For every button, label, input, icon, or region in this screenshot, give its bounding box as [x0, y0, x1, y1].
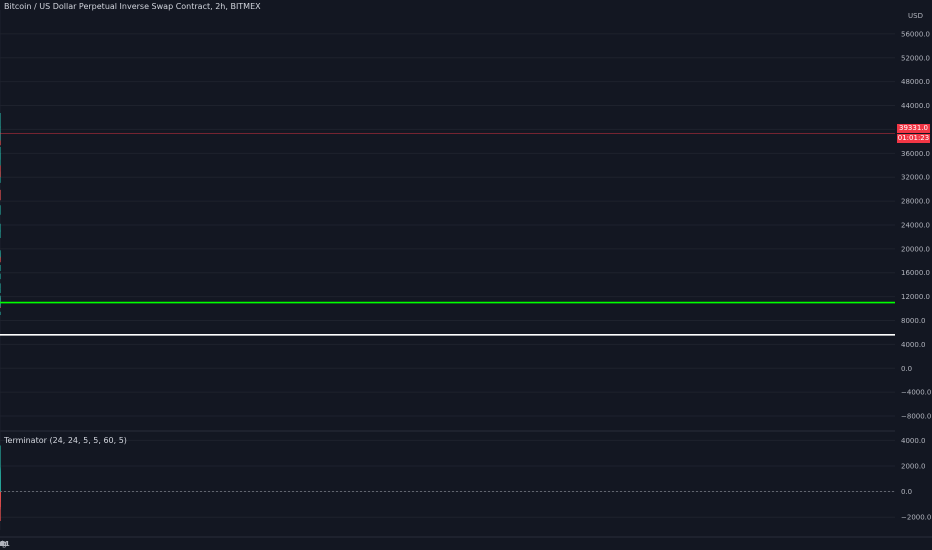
indicator-tick-label: 4000.0	[901, 437, 926, 445]
price-axis[interactable]: 56000.052000.048000.044000.040000.036000…	[901, 30, 931, 420]
indicator-title[interactable]: Terminator (24, 24, 5, 5, 60, 5)	[4, 436, 127, 445]
time-tick-label: 2021	[0, 540, 10, 548]
grid-lines	[0, 10, 932, 538]
time-tick-label: 18	[0, 540, 4, 548]
price-tick-label: 16000.0	[901, 269, 930, 277]
time-tick-label: Nov	[0, 540, 7, 548]
price-tick-label: 12000.0	[901, 293, 930, 301]
price-tick-label: 24000.0	[901, 221, 930, 229]
indicator-pane[interactable]	[0, 445, 895, 522]
time-tick-label: Sep	[0, 540, 7, 548]
countdown-badge: 01:01:23	[897, 134, 930, 143]
indicator-tick-label: 2000.0	[901, 463, 926, 471]
price-tick-label: 8000.0	[901, 317, 926, 325]
price-pane[interactable]	[0, 113, 895, 336]
time-tick-label: Oct	[0, 540, 6, 548]
price-tick-label: 20000.0	[901, 245, 930, 253]
currency-label: USD	[908, 12, 923, 20]
price-tick-label: 48000.0	[901, 78, 930, 86]
price-tick-label: 36000.0	[901, 150, 930, 158]
price-tick-label: 28000.0	[901, 198, 930, 206]
price-tick-label: 0.0	[901, 365, 912, 373]
indicator-axis[interactable]: 4000.0 2000.0 0.0 −2000.0	[901, 437, 931, 522]
time-tick-label: 19	[0, 540, 4, 548]
time-tick-label: Aug	[0, 540, 7, 548]
price-tick-label: 56000.0	[901, 30, 930, 38]
indicator-tick-label: 0.0	[901, 488, 912, 496]
time-tick-label: Dec	[0, 540, 7, 548]
time-tick-label: 16	[0, 540, 5, 548]
time-axis[interactable]: 14Aug17Sep14Oct19Nov16Dec14202118Feb15	[0, 540, 10, 548]
time-tick-label: 14	[0, 540, 5, 548]
time-tick-label: 14	[0, 540, 5, 548]
last-price-badge: 39331.0	[897, 124, 930, 133]
price-tick-label: 52000.0	[901, 54, 930, 62]
time-tick-label: Feb	[0, 540, 7, 548]
price-tick-label: 44000.0	[901, 102, 930, 110]
chart-title: Bitcoin / US Dollar Perpetual Inverse Sw…	[4, 2, 261, 11]
price-tick-label: 4000.0	[901, 341, 926, 349]
indicator-tick-label: −2000.0	[901, 514, 931, 522]
time-tick-label: 14	[0, 540, 5, 548]
price-tick-label: 32000.0	[901, 174, 930, 182]
time-tick-label: 17	[0, 540, 4, 548]
price-tick-label: −4000.0	[901, 389, 931, 397]
time-tick-label: 15	[0, 540, 4, 548]
price-tick-label: −8000.0	[901, 413, 931, 421]
